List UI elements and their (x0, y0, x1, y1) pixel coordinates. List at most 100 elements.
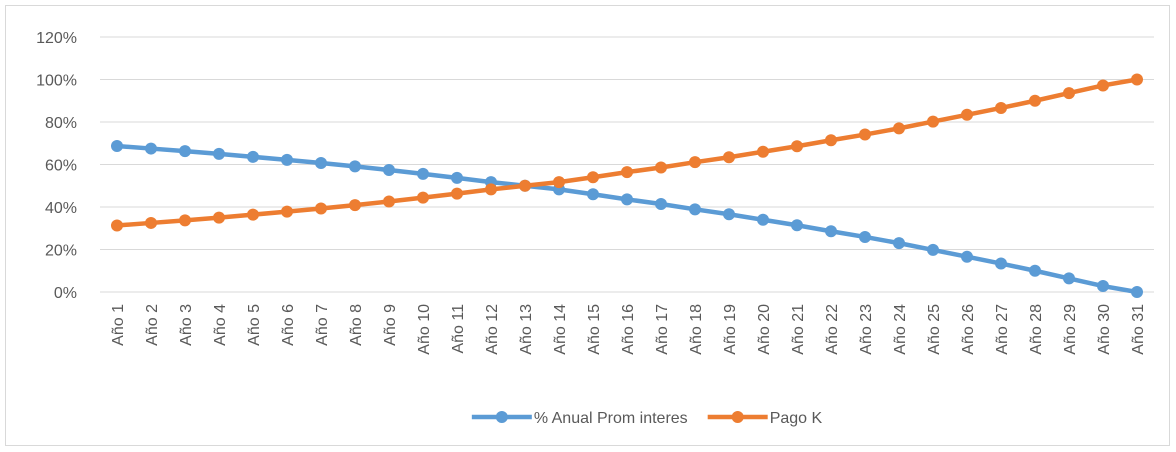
data-point (383, 164, 395, 177)
x-tick-label: Año 9 (382, 304, 399, 346)
data-point (621, 193, 633, 206)
data-point (927, 243, 939, 256)
x-tick-label: Año 23 (858, 304, 875, 355)
legend-label: Pago K (770, 410, 823, 427)
data-point (451, 187, 463, 200)
x-tick-label: Año 5 (246, 304, 263, 346)
x-tick-label: Año 20 (756, 304, 773, 355)
data-point (995, 257, 1007, 270)
x-tick-label: Año 30 (1096, 304, 1113, 355)
x-tick-label: Año 8 (348, 304, 365, 346)
data-point (383, 195, 395, 208)
data-point (655, 198, 667, 211)
data-point (587, 188, 599, 201)
data-point (213, 147, 225, 160)
legend-label: % Anual Prom interes (534, 410, 688, 427)
data-point (417, 167, 429, 180)
x-tick-label: Año 29 (1062, 304, 1079, 355)
data-point (179, 214, 191, 227)
x-tick-label: Año 16 (620, 304, 637, 355)
data-point (1097, 280, 1109, 293)
x-tick-label: Año 22 (824, 304, 841, 355)
x-tick-label: Año 26 (960, 304, 977, 355)
x-tick-label: Año 19 (722, 304, 739, 355)
data-point (893, 237, 905, 250)
data-point (553, 176, 565, 189)
x-tick-label: Año 14 (552, 304, 569, 355)
x-tick-label: Año 15 (586, 304, 603, 355)
data-point (1131, 286, 1143, 298)
data-point (213, 211, 225, 224)
x-tick-label: Año 18 (688, 304, 705, 355)
y-tick-label: 60% (45, 158, 77, 175)
x-tick-label: Año 13 (518, 304, 535, 355)
x-tick-label: Año 27 (994, 304, 1011, 355)
data-point (859, 128, 871, 141)
data-point (1131, 73, 1143, 86)
x-tick-label: Año 28 (1028, 304, 1045, 355)
x-tick-label: Año 4 (212, 304, 229, 346)
data-point (825, 225, 837, 238)
data-point (825, 134, 837, 147)
x-tick-label: Año 24 (892, 304, 909, 355)
x-tick-label: Año 2 (144, 304, 161, 346)
y-tick-label: 120% (36, 30, 77, 47)
data-point (757, 145, 769, 158)
x-tick-label: Año 25 (926, 304, 943, 355)
data-point (519, 179, 531, 192)
data-point (451, 171, 463, 184)
data-point (349, 199, 361, 212)
data-point (655, 161, 667, 174)
data-point (859, 230, 871, 243)
x-tick-label: Año 10 (416, 304, 433, 355)
x-tick-label: Año 1 (110, 304, 127, 346)
data-point (757, 213, 769, 226)
x-tick-label: Año 21 (790, 304, 807, 355)
y-tick-label: 100% (36, 73, 77, 90)
data-point (315, 202, 327, 215)
data-point (587, 171, 599, 184)
data-point (281, 153, 293, 166)
data-point (791, 140, 803, 153)
data-point (247, 150, 259, 163)
legend: % Anual Prom interes Pago K (471, 410, 823, 427)
legend-swatch-marker (731, 411, 744, 423)
x-tick-label: Año 11 (450, 304, 467, 354)
data-point (961, 108, 973, 121)
data-point (723, 151, 735, 164)
data-point (349, 160, 361, 173)
x-tick-label: Año 6 (280, 304, 297, 346)
data-point (281, 205, 293, 218)
data-point (1063, 272, 1075, 285)
data-point (145, 142, 157, 155)
data-point (179, 145, 191, 158)
y-tick-label: 0% (54, 285, 77, 302)
data-point (247, 208, 259, 221)
data-point (927, 115, 939, 128)
data-point (689, 156, 701, 169)
data-point (417, 191, 429, 204)
data-point (315, 157, 327, 170)
data-point (791, 219, 803, 232)
y-tick-label: 20% (45, 243, 77, 260)
data-point (111, 140, 123, 153)
x-tick-label: Año 12 (484, 304, 501, 355)
data-point (995, 101, 1007, 114)
data-point (145, 216, 157, 229)
data-point (689, 203, 701, 216)
y-tick-label: 40% (45, 200, 77, 217)
chart-border (5, 5, 1170, 446)
data-point (1097, 79, 1109, 92)
data-point (893, 122, 905, 135)
x-tick-label: Año 7 (314, 304, 331, 346)
legend-swatch-marker (495, 411, 508, 423)
x-tick-label: Año 17 (654, 304, 671, 355)
y-tick-label: 80% (45, 115, 77, 132)
data-point (1029, 94, 1041, 107)
data-point (111, 219, 123, 232)
x-tick-label: Año 31 (1130, 304, 1147, 355)
data-point (621, 166, 633, 179)
data-point (723, 208, 735, 221)
